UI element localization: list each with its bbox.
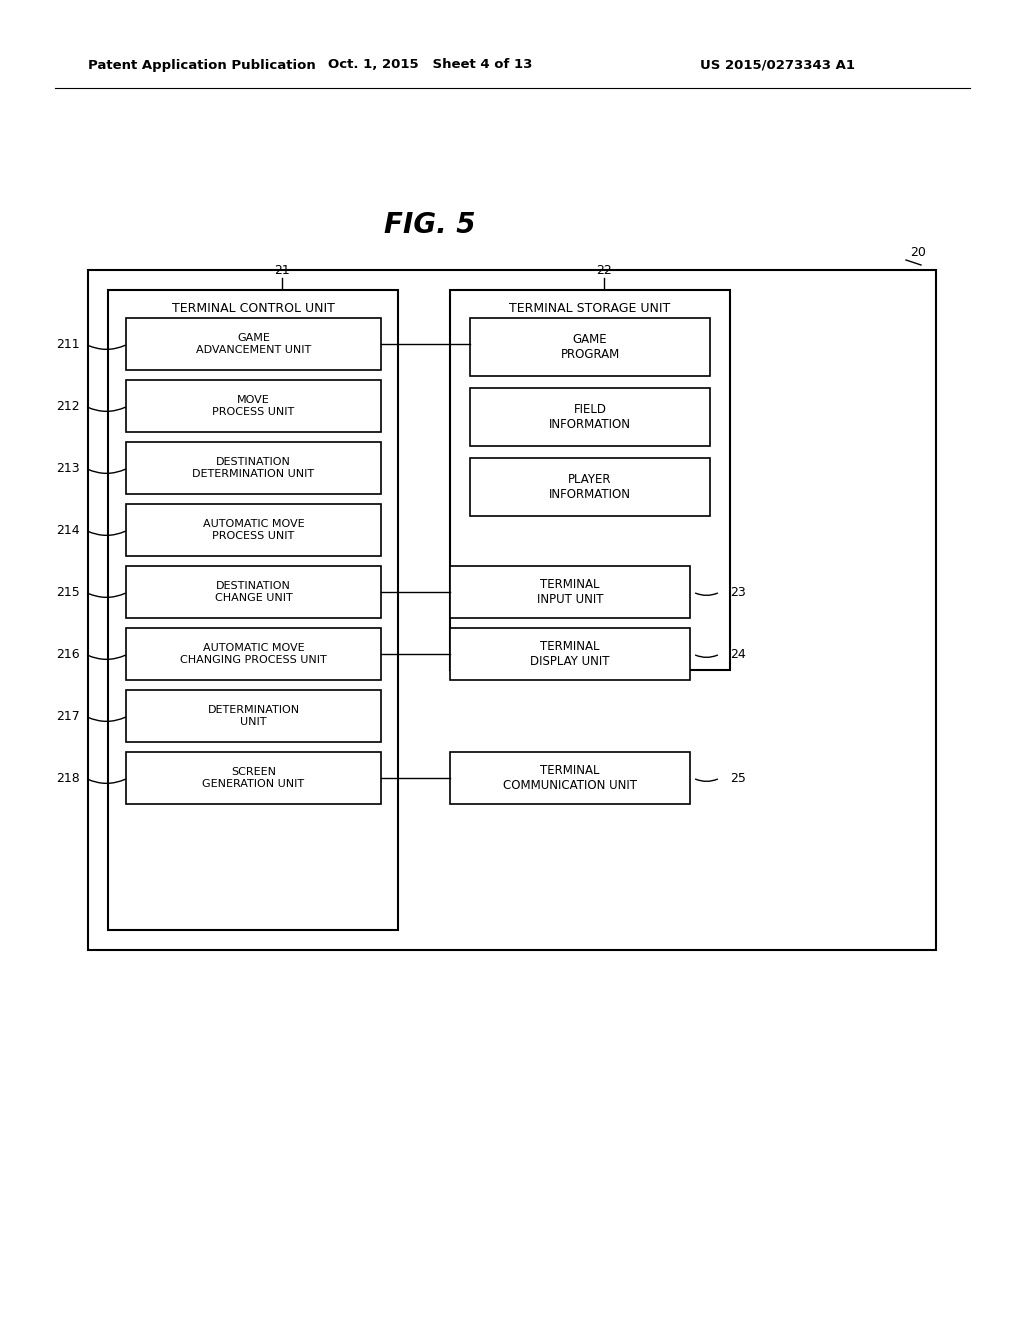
Text: GAME
PROGRAM: GAME PROGRAM xyxy=(560,333,620,360)
Text: TERMINAL
INPUT UNIT: TERMINAL INPUT UNIT xyxy=(537,578,603,606)
Bar xyxy=(126,752,381,804)
Text: DETERMINATION
UNIT: DETERMINATION UNIT xyxy=(208,705,300,727)
Text: TERMINAL
DISPLAY UNIT: TERMINAL DISPLAY UNIT xyxy=(530,640,609,668)
Bar xyxy=(126,442,381,494)
Bar xyxy=(470,458,710,516)
Text: US 2015/0273343 A1: US 2015/0273343 A1 xyxy=(700,58,855,71)
Text: 20: 20 xyxy=(910,246,926,259)
Text: TERMINAL CONTROL UNIT: TERMINAL CONTROL UNIT xyxy=(172,301,335,314)
Bar xyxy=(126,628,381,680)
Bar xyxy=(126,380,381,432)
Text: 21: 21 xyxy=(274,264,290,276)
Text: 24: 24 xyxy=(730,648,745,660)
Text: 218: 218 xyxy=(56,771,80,784)
Text: DESTINATION
CHANGE UNIT: DESTINATION CHANGE UNIT xyxy=(215,581,293,603)
Text: FIELD
INFORMATION: FIELD INFORMATION xyxy=(549,403,631,432)
Text: AUTOMATIC MOVE
CHANGING PROCESS UNIT: AUTOMATIC MOVE CHANGING PROCESS UNIT xyxy=(180,643,327,665)
Text: PLAYER
INFORMATION: PLAYER INFORMATION xyxy=(549,473,631,502)
Text: 22: 22 xyxy=(596,264,612,276)
Text: AUTOMATIC MOVE
PROCESS UNIT: AUTOMATIC MOVE PROCESS UNIT xyxy=(203,519,304,541)
Text: FIG. 5: FIG. 5 xyxy=(384,211,476,239)
Bar xyxy=(450,752,690,804)
Text: 212: 212 xyxy=(56,400,80,412)
Bar xyxy=(126,318,381,370)
Bar xyxy=(450,566,690,618)
Text: 217: 217 xyxy=(56,710,80,722)
Bar xyxy=(470,388,710,446)
Text: 215: 215 xyxy=(56,586,80,598)
Bar xyxy=(126,690,381,742)
Bar xyxy=(88,271,936,950)
Text: SCREEN
GENERATION UNIT: SCREEN GENERATION UNIT xyxy=(203,767,304,789)
Text: 23: 23 xyxy=(730,586,745,598)
Text: TERMINAL STORAGE UNIT: TERMINAL STORAGE UNIT xyxy=(509,301,671,314)
Text: 214: 214 xyxy=(56,524,80,536)
Text: 213: 213 xyxy=(56,462,80,474)
Text: Patent Application Publication: Patent Application Publication xyxy=(88,58,315,71)
Text: DESTINATION
DETERMINATION UNIT: DESTINATION DETERMINATION UNIT xyxy=(193,457,314,479)
Text: TERMINAL
COMMUNICATION UNIT: TERMINAL COMMUNICATION UNIT xyxy=(503,764,637,792)
Text: 25: 25 xyxy=(730,771,745,784)
Bar xyxy=(126,566,381,618)
Text: 216: 216 xyxy=(56,648,80,660)
Text: GAME
ADVANCEMENT UNIT: GAME ADVANCEMENT UNIT xyxy=(196,333,311,355)
Bar xyxy=(126,504,381,556)
Bar xyxy=(450,628,690,680)
Text: MOVE
PROCESS UNIT: MOVE PROCESS UNIT xyxy=(212,395,295,417)
Bar xyxy=(450,290,730,671)
Bar xyxy=(108,290,398,931)
Text: 211: 211 xyxy=(56,338,80,351)
Text: Oct. 1, 2015   Sheet 4 of 13: Oct. 1, 2015 Sheet 4 of 13 xyxy=(328,58,532,71)
Bar xyxy=(470,318,710,376)
